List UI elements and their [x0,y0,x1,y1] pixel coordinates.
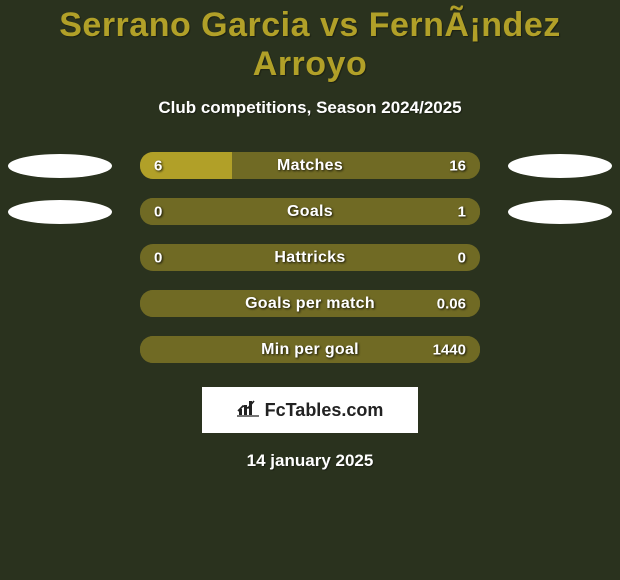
logo-box: FcTables.com [202,387,418,433]
team-marker-right [508,200,612,224]
stat-bar-right [140,290,480,317]
logo-text: FcTables.com [265,400,384,421]
stat-bar-right [232,152,480,179]
stat-rows: 616Matches 01Goals 0 0Hattricks 0.06Goals pe… [0,152,620,363]
stats-card: Serrano Garcia vs FernÃ¡ndez Arroyo Club… [0,0,620,580]
bar-chart-icon [237,399,259,422]
stat-row: 1440Min per goal [0,336,620,363]
stat-row: 01Goals [0,198,620,225]
stat-row: 0 0Hattricks [0,244,620,271]
team-marker-left [8,200,112,224]
stat-bar-left [140,152,232,179]
stat-row: 616Matches [0,152,620,179]
team-marker-left [8,154,112,178]
date-text: 14 january 2025 [247,451,374,471]
stat-value-right: 0 [458,249,466,266]
stat-bar: 0 0Hattricks [140,244,480,271]
stat-bar: 616Matches [140,152,480,179]
stat-row: 0.06Goals per match [0,290,620,317]
stat-bar: 01Goals [140,198,480,225]
page-title: Serrano Garcia vs FernÃ¡ndez Arroyo [0,6,620,84]
page-subtitle: Club competitions, Season 2024/2025 [158,98,461,118]
stat-label: Hattricks [140,249,480,267]
stat-bar-right [140,198,480,225]
stat-value-left: 0 [154,249,162,266]
stat-bar: 1440Min per goal [140,336,480,363]
stat-bar: 0.06Goals per match [140,290,480,317]
team-marker-right [508,154,612,178]
stat-bar-right [140,336,480,363]
